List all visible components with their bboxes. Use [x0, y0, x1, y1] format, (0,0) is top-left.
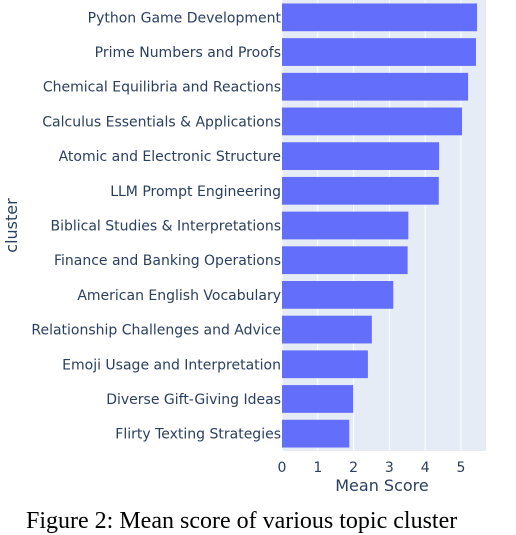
x-tick-label: 1 — [313, 460, 322, 476]
bar — [282, 385, 354, 413]
bar — [282, 38, 476, 66]
y-axis-title: cluster — [2, 198, 21, 253]
category-label: Relationship Challenges and Advice — [31, 323, 281, 339]
category-label: Finance and Banking Operations — [54, 253, 281, 269]
x-tick-label: 4 — [421, 460, 430, 476]
x-axis-title: Mean Score — [335, 476, 429, 495]
bar — [282, 176, 439, 205]
category-label: Calculus Essentials & Applications — [42, 114, 281, 130]
category-label: American English Vocabulary — [77, 288, 281, 304]
category-label: LLM Prompt Engineering — [110, 184, 281, 200]
category-label: Biblical Studies & Interpretations — [50, 219, 281, 235]
category-label: Emoji Usage and Interpretation — [62, 357, 281, 373]
x-tick-label: 2 — [349, 460, 358, 476]
bar — [282, 3, 478, 32]
bar — [282, 107, 463, 136]
bar — [282, 350, 368, 379]
category-label: Chemical Equilibria and Reactions — [43, 80, 281, 96]
bar — [282, 419, 350, 448]
category-labels: Python Game Development Prime Numbers and… — [31, 10, 281, 442]
category-label: Flirty Texting Strategies — [115, 427, 281, 443]
category-label: Atomic and Electronic Structure — [59, 149, 281, 165]
bars — [282, 3, 478, 448]
bar — [282, 72, 469, 101]
category-label: Python Game Development — [88, 10, 282, 26]
category-label: Diverse Gift-Giving Ideas — [106, 392, 281, 408]
bar — [282, 281, 394, 309]
x-tick-label: 3 — [385, 460, 394, 476]
bar — [282, 142, 440, 170]
category-label: Prime Numbers and Proofs — [95, 45, 281, 61]
bar — [282, 211, 409, 240]
bar — [282, 315, 372, 344]
x-tick-label: 0 — [278, 460, 287, 476]
x-tick-label: 5 — [456, 460, 465, 476]
x-tick-labels: 0 1 2 3 4 5 — [278, 460, 466, 476]
bar — [282, 246, 408, 275]
figure-caption: Figure 2: Mean score of various topic cl… — [26, 508, 458, 534]
